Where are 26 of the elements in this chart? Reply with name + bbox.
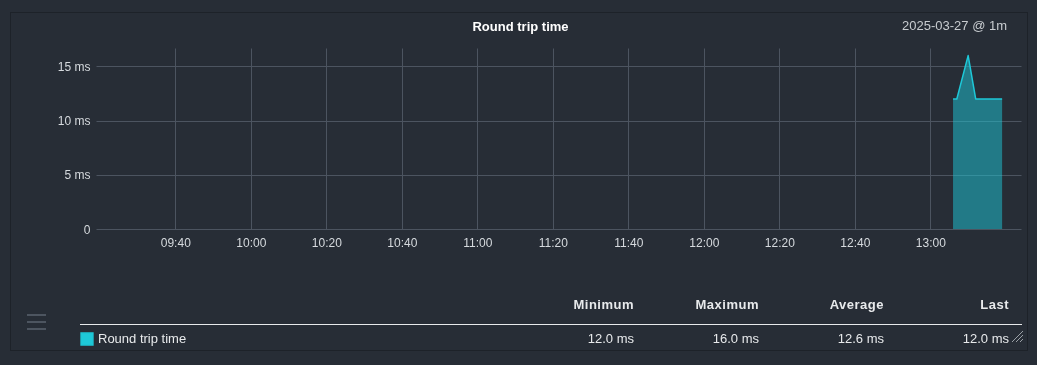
chart-title: Round trip time [472,19,569,34]
text: 12.6 ms [837,331,884,346]
x-tick-label: 11:20 [538,235,569,250]
text: 16.0 ms [712,331,759,346]
text: Average [829,297,884,312]
x-tick-label: 12:20 [764,235,796,250]
text: Minimum [573,297,634,312]
x-tick-label: 10:20 [311,235,343,250]
x-tick-label: 11:40 [614,235,644,250]
x-tick-label: 10:00 [236,235,267,250]
legend-label: Round trip time [98,331,187,346]
x-tick-label: 12:40 [840,235,871,250]
text: 12.0 ms [587,331,634,346]
x-tick-label: 12:00 [689,235,720,250]
y-tick-label: 0 [83,222,91,237]
y-tick-label: 5 ms [64,168,91,183]
text: Last [980,297,1009,312]
x-tick-label: 10:40 [387,235,418,250]
x-tick-label: 11:00 [463,235,493,250]
x-tick-label: 09:40 [160,235,192,250]
x-tick-label: 13:00 [915,235,947,250]
text: Maximum [695,297,759,312]
chart-subtitle: 2025-03-27 @ 1m [902,18,1007,33]
y-tick-label: 15 ms [57,59,91,74]
y-tick-label: 10 ms [57,114,91,129]
text: 12.0 ms [962,331,1009,346]
